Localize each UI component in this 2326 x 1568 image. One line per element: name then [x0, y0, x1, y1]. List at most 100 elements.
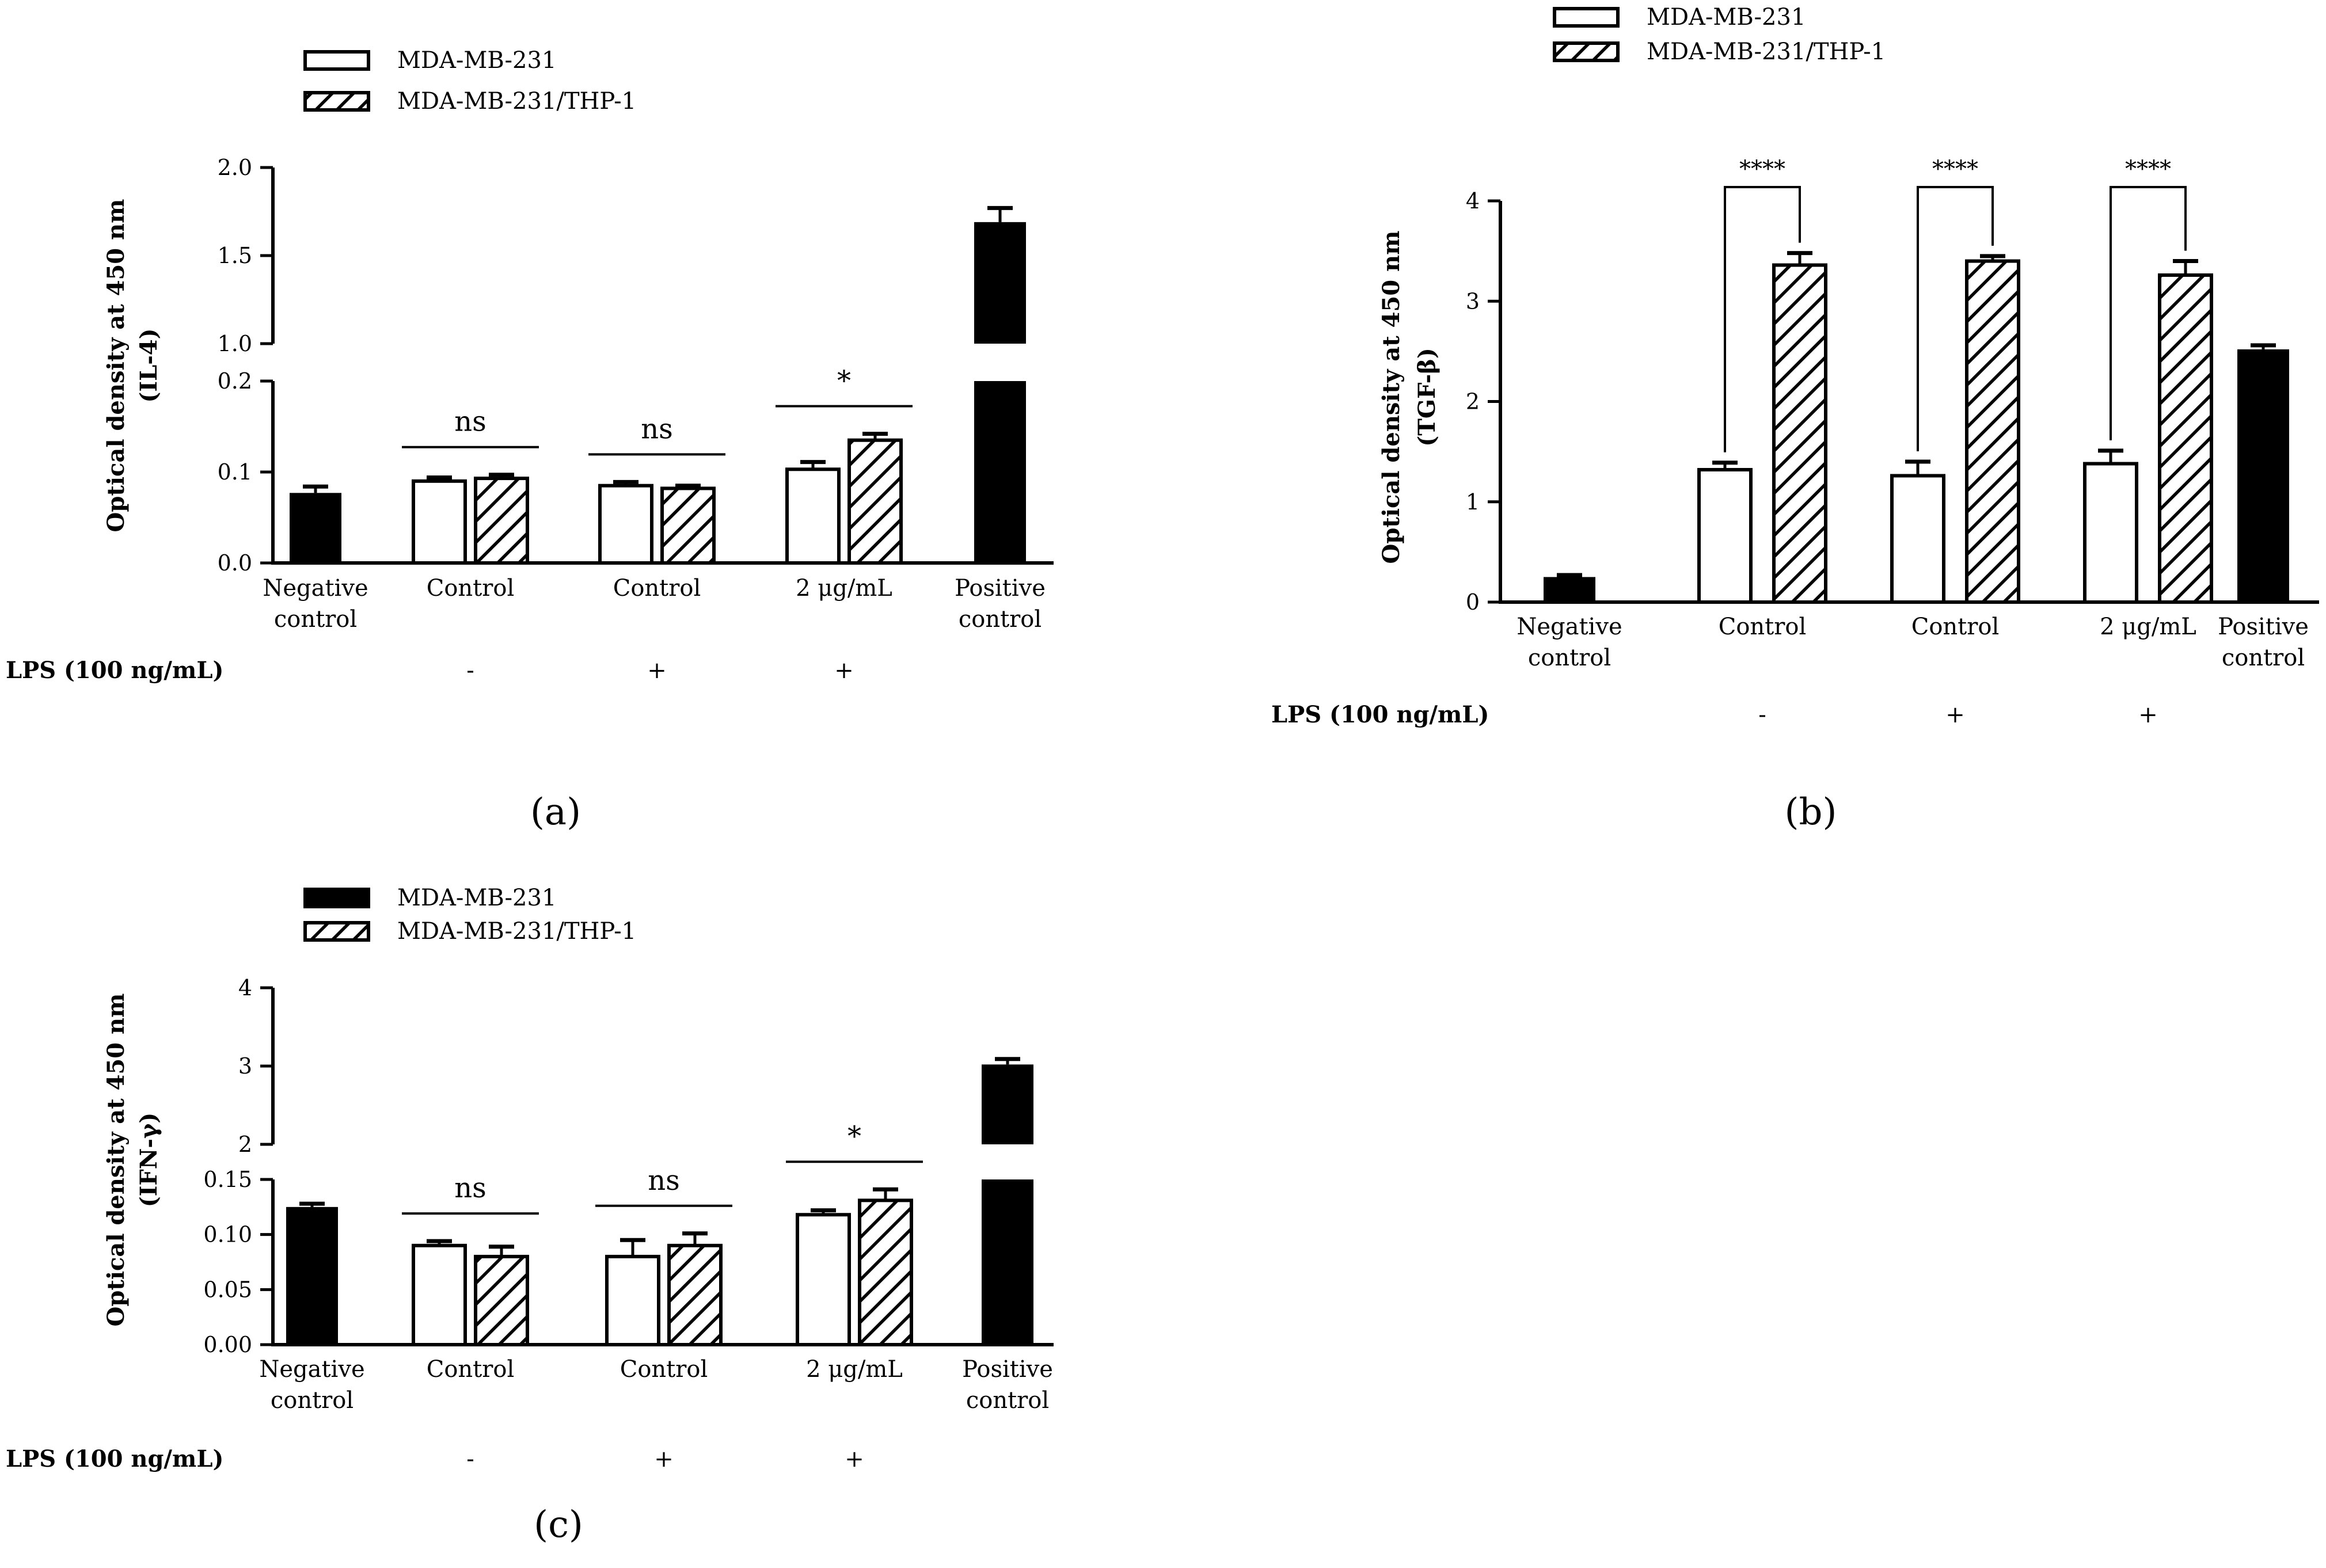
- bar-open: [412, 479, 467, 565]
- bar-black-lower-segment: [974, 381, 1026, 563]
- bar-hatched: [1965, 259, 2020, 604]
- significance-bracket: [1724, 186, 1801, 452]
- bar-open: [412, 1243, 467, 1347]
- lps-sign: +: [2138, 702, 2158, 728]
- bar-hatched: [858, 1198, 913, 1346]
- bar-hatched: [667, 1243, 723, 1347]
- lps-sign: +: [845, 1446, 864, 1472]
- y-axis-title: Optical density at 450 nm: [102, 994, 130, 1327]
- x-category-label: Negative control: [263, 575, 368, 633]
- y-tick-label: 4: [1466, 188, 1480, 214]
- x-category-label: Positive control: [962, 1356, 1053, 1414]
- y-tick-label: 1.5: [218, 243, 252, 268]
- panel-label: (a): [530, 791, 581, 834]
- lps-row-label: LPS (100 ng/mL): [6, 1445, 223, 1472]
- lps-sign: -: [466, 1446, 474, 1472]
- legend-label-mda-mb-231: MDA-MB-231: [397, 47, 556, 74]
- bar-black-lower-segment: [982, 1179, 1033, 1345]
- significance-label: ns: [454, 406, 487, 438]
- significance-label: ****: [1932, 156, 1978, 182]
- y-tick-label: 4: [238, 975, 252, 1000]
- bar-open: [785, 467, 841, 565]
- y-tick-label: 1.0: [218, 331, 252, 356]
- bar-black-upper-segment: [982, 1064, 1033, 1144]
- y-tick-label: 0.0: [218, 550, 252, 576]
- lps-sign: +: [1945, 702, 1965, 728]
- legend-label-mda-mb-231: MDA-MB-231: [397, 885, 556, 911]
- y-tick-label: 2.0: [218, 155, 252, 180]
- y-axis-subtitle: (IFN-γ): [135, 1113, 162, 1208]
- y-axis-subtitle: (TGF-β): [1413, 348, 1441, 447]
- x-category-label: Control: [1719, 614, 1807, 640]
- y-tick-label: 0.1: [218, 459, 252, 485]
- bar-black: [1544, 577, 1595, 602]
- y-tick-label: 0.00: [203, 1332, 252, 1357]
- y-tick-label: 0.15: [203, 1167, 252, 1192]
- bar-black: [290, 493, 341, 563]
- y-tick-label: 2: [1466, 389, 1480, 414]
- legend-swatch-open: [303, 50, 370, 71]
- bar-black-upper-segment: [974, 222, 1026, 344]
- x-category-label: Positive control: [955, 575, 1046, 633]
- y-tick-label: 2: [238, 1132, 252, 1157]
- y-tick-label: 0: [1466, 589, 1480, 615]
- legend-swatch-open: [1553, 7, 1620, 28]
- bar-hatched: [1772, 263, 1827, 604]
- panel-a-il4-chart: 0.0 0.1 0.2 1.0 1.5 2.0 Optical density at 450…: [6, 47, 1054, 834]
- significance-label: *: [847, 1120, 861, 1152]
- bar-black: [2237, 349, 2289, 602]
- x-category-label: 2 μg/mL: [2100, 614, 2196, 640]
- panel-label: (c): [534, 1504, 583, 1546]
- x-category-label: 2 μg/mL: [796, 575, 892, 602]
- x-category-label: Control: [1911, 614, 2000, 640]
- y-axis-title: Optical density at 450 nm: [102, 199, 130, 532]
- x-category-label: Negative control: [259, 1356, 364, 1414]
- bar-black: [286, 1207, 338, 1345]
- bar-hatched: [660, 486, 716, 565]
- significance-label: ns: [454, 1172, 487, 1204]
- x-category-label: Control: [613, 575, 701, 602]
- lps-row-label: LPS (100 ng/mL): [1271, 701, 1489, 728]
- significance-label: ns: [648, 1164, 680, 1197]
- significance-label: *: [837, 365, 851, 397]
- x-category-label: Control: [427, 1356, 515, 1383]
- y-tick-label: 1: [1466, 489, 1480, 515]
- panel-label: (b): [1785, 791, 1837, 834]
- y-tick-label: 0.2: [218, 368, 252, 394]
- significance-label: ns: [641, 413, 673, 445]
- bar-hatched: [847, 438, 903, 565]
- lps-sign: +: [647, 657, 667, 684]
- legend-label-mda-mb-231-thp-1: MDA-MB-231/THP-1: [397, 918, 636, 945]
- bar-open: [605, 1254, 660, 1347]
- bar-open: [1697, 467, 1753, 604]
- lps-sign: -: [466, 657, 474, 684]
- panel-b-tgf-beta-chart: 0 1 2 3 4 Optical density at 450 nm (TGF-β) ***…: [1271, 4, 2319, 834]
- y-tick-label: 0.10: [203, 1222, 252, 1247]
- legend-swatch-hatched: [303, 91, 370, 112]
- lps-row-label: LPS (100 ng/mL): [6, 657, 223, 684]
- bar-hatched: [474, 1254, 529, 1347]
- y-axis-title: Optical density at 450 nm: [1378, 231, 1405, 564]
- x-category-label: Control: [427, 575, 515, 602]
- x-category-label: Control: [620, 1356, 708, 1383]
- x-category-label: Negative control: [1517, 614, 1622, 671]
- lps-sign: +: [654, 1446, 674, 1472]
- bar-open: [2083, 462, 2138, 604]
- y-tick-label: 3: [238, 1053, 252, 1079]
- significance-label: ****: [1739, 156, 1785, 182]
- legend-label-mda-mb-231-thp-1: MDA-MB-231/THP-1: [1647, 39, 1886, 65]
- x-category-label: Positive control: [2218, 614, 2309, 671]
- significance-bracket: [2110, 186, 2187, 440]
- y-tick-label: 3: [1466, 288, 1480, 314]
- bar-open: [796, 1213, 851, 1346]
- y-axis-subtitle: (IL-4): [135, 328, 162, 402]
- significance-label: ****: [2125, 156, 2171, 182]
- x-category-label: 2 μg/mL: [806, 1356, 903, 1383]
- legend-swatch-open: [303, 888, 370, 908]
- legend-label-mda-mb-231-thp-1: MDA-MB-231/THP-1: [397, 88, 636, 115]
- bar-hatched: [474, 477, 529, 565]
- legend-swatch-hatched: [1553, 41, 1620, 62]
- lps-sign: +: [834, 657, 854, 684]
- bar-hatched: [2158, 273, 2213, 604]
